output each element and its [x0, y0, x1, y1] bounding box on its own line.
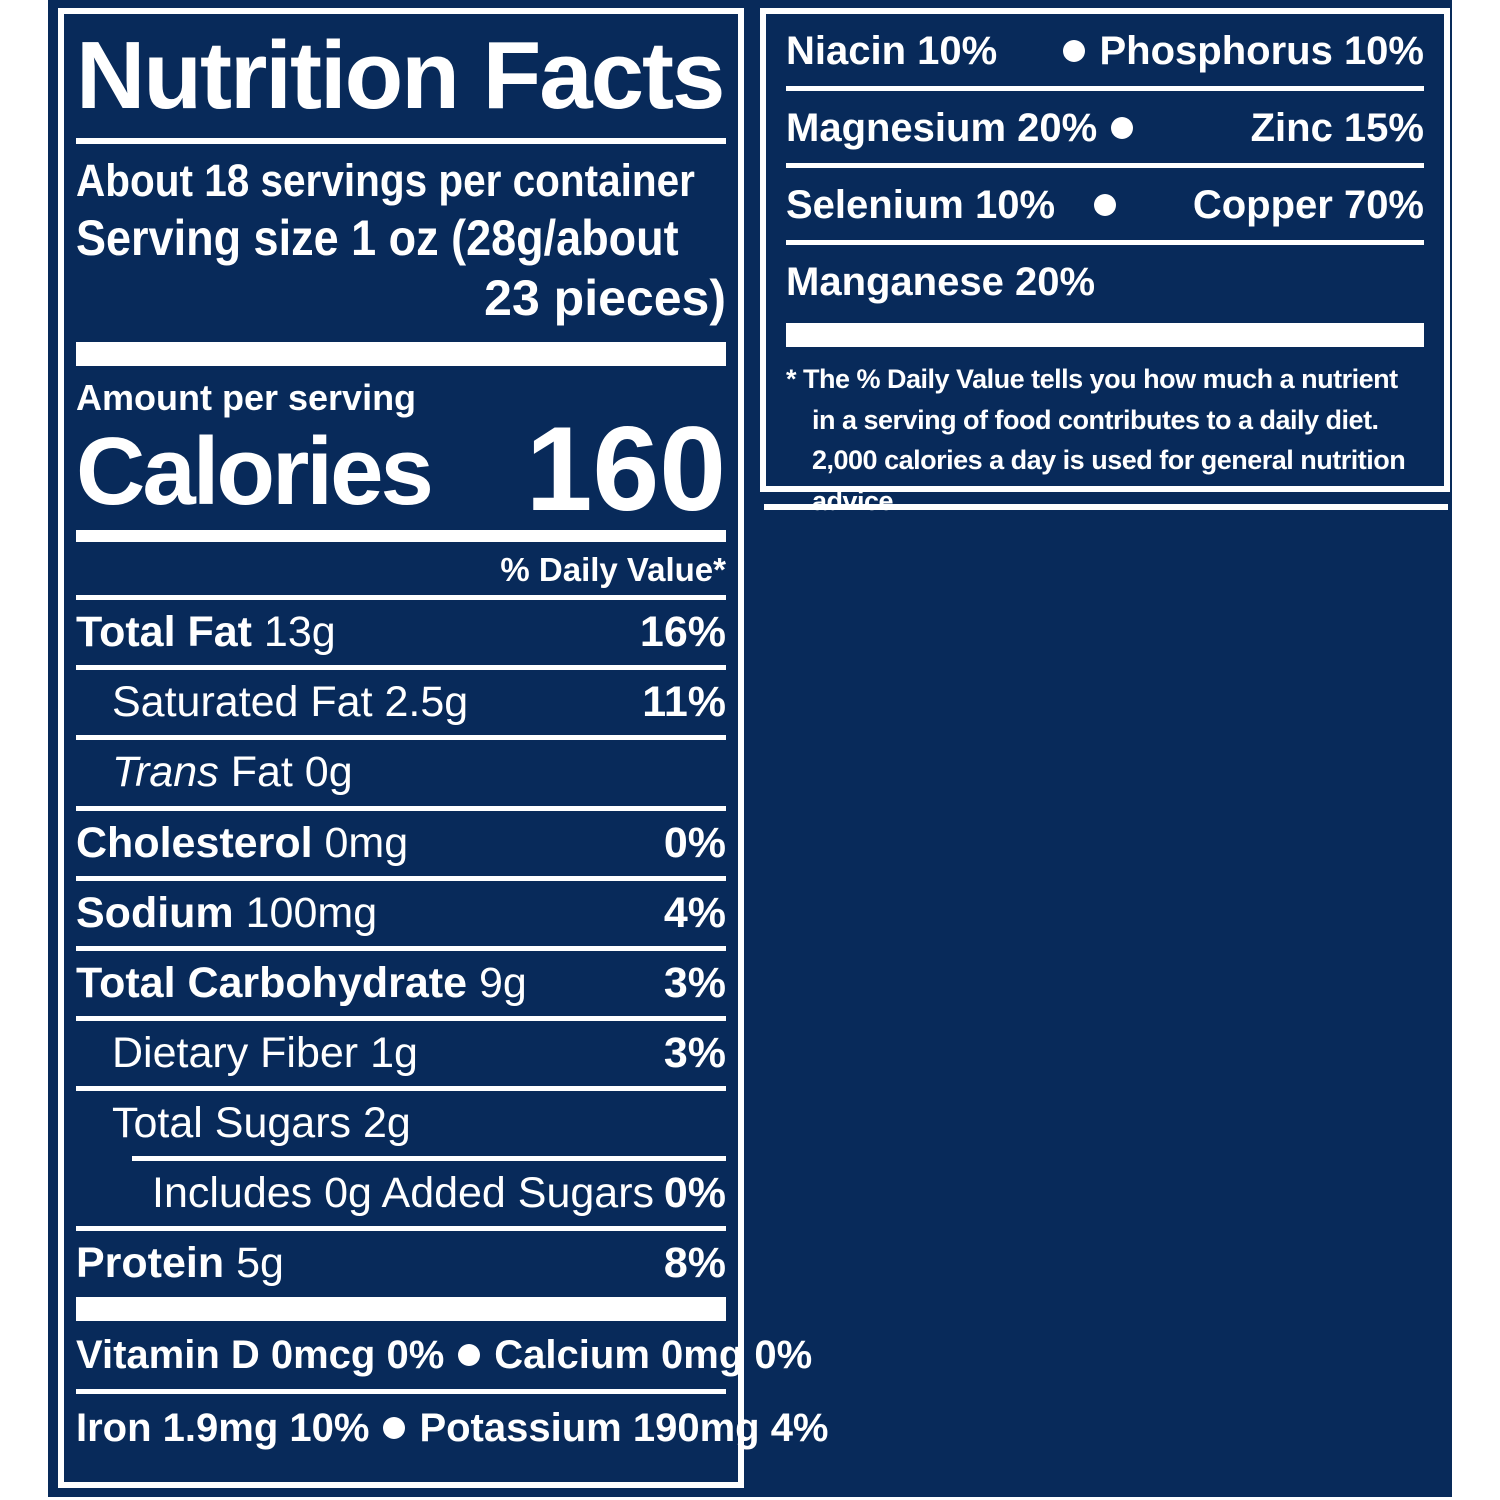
servings-per-container: About 18 servings per container: [76, 155, 695, 206]
vitamin-row-1: Vitamin D 0mcg 0% Calcium 0mg 0%: [76, 1332, 813, 1377]
row-divider-indented: [132, 1156, 726, 1162]
vitamin-row-2: Iron 1.9mg 10% Potassium 190mg 4%: [76, 1405, 829, 1450]
title-divider: [76, 138, 726, 144]
mineral-row-manganese: Manganese 20%: [786, 260, 1096, 304]
row-divider: [786, 163, 1424, 168]
nutrition-facts-panel: Nutrition Facts About 18 servings per co…: [58, 8, 829, 1488]
nutrient-row-dietary-fiber: Dietary Fiber 1g 3%: [112, 1029, 726, 1078]
bullet-dot-icon: [458, 1343, 481, 1366]
row-divider: [76, 1016, 726, 1022]
empty-box-top-edge: [764, 504, 1448, 510]
nutrient-row-total-fat: Total Fat 13g 16%: [76, 608, 726, 657]
mineral-row-niacin-phosphorus: Niacin 10% Phosphorus 10%: [786, 29, 1424, 73]
row-divider: [786, 86, 1424, 91]
calories-row: Calories 160: [76, 401, 726, 536]
daily-value-footnote: * The % Daily Value tells you how much a…: [786, 364, 1406, 516]
serving-size-line1: Serving size 1 oz (28g/about: [76, 210, 679, 266]
nutrient-row-total-sugars: Total Sugars 2g: [112, 1099, 411, 1148]
amount-per-serving-label: Amount per serving: [76, 377, 417, 418]
bullet-dot-icon: [383, 1416, 406, 1439]
bullet-dot-icon: [1063, 40, 1086, 62]
bullet-dot-icon: [1111, 117, 1134, 139]
bullet-dot-icon: [1094, 194, 1116, 216]
row-divider: [76, 1388, 726, 1394]
row-divider: [76, 1086, 726, 1092]
calories-value: 160: [525, 401, 726, 536]
row-divider: [76, 945, 726, 951]
thick-divider-vitamins: [76, 1296, 726, 1321]
nutrient-row-sodium: Sodium 100mg 4%: [76, 888, 726, 937]
mineral-row-magnesium-zinc: Magnesium 20% Zinc 15%: [786, 106, 1424, 150]
row-divider: [76, 665, 726, 671]
nutrient-row-total-carbohydrate: Total Carbohydrate 9g 3%: [76, 958, 726, 1007]
nutrient-row-trans-fat: Trans Fat 0g: [112, 748, 353, 797]
row-divider: [76, 875, 726, 881]
nutrition-facts-title: Nutrition Facts: [76, 22, 725, 129]
nutrient-row-saturated-fat: Saturated Fat 2.5g 11%: [112, 678, 726, 727]
row-divider: [76, 805, 726, 811]
nutrient-row-protein: Protein 5g 8%: [76, 1239, 726, 1288]
row-divider: [76, 1226, 726, 1232]
thick-divider-top: [76, 342, 726, 366]
row-divider: [76, 735, 726, 741]
mineral-row-selenium-copper: Selenium 10% Copper 70%: [786, 183, 1424, 227]
row-divider: [76, 595, 726, 601]
calories-label: Calories: [76, 417, 434, 525]
nutrient-row-cholesterol: Cholesterol 0mg 0%: [76, 818, 726, 867]
minerals-panel: Niacin 10% Phosphorus 10% Magnesium 20% …: [760, 8, 1450, 516]
daily-value-header: % Daily Value*: [500, 550, 726, 588]
nutrient-row-added-sugars: Includes 0g Added Sugars 0%: [152, 1169, 726, 1218]
calories-divider: [76, 529, 726, 542]
thick-divider-footnote: [786, 323, 1424, 347]
serving-size-line2: 23 pieces): [484, 270, 726, 326]
row-divider: [786, 240, 1424, 245]
